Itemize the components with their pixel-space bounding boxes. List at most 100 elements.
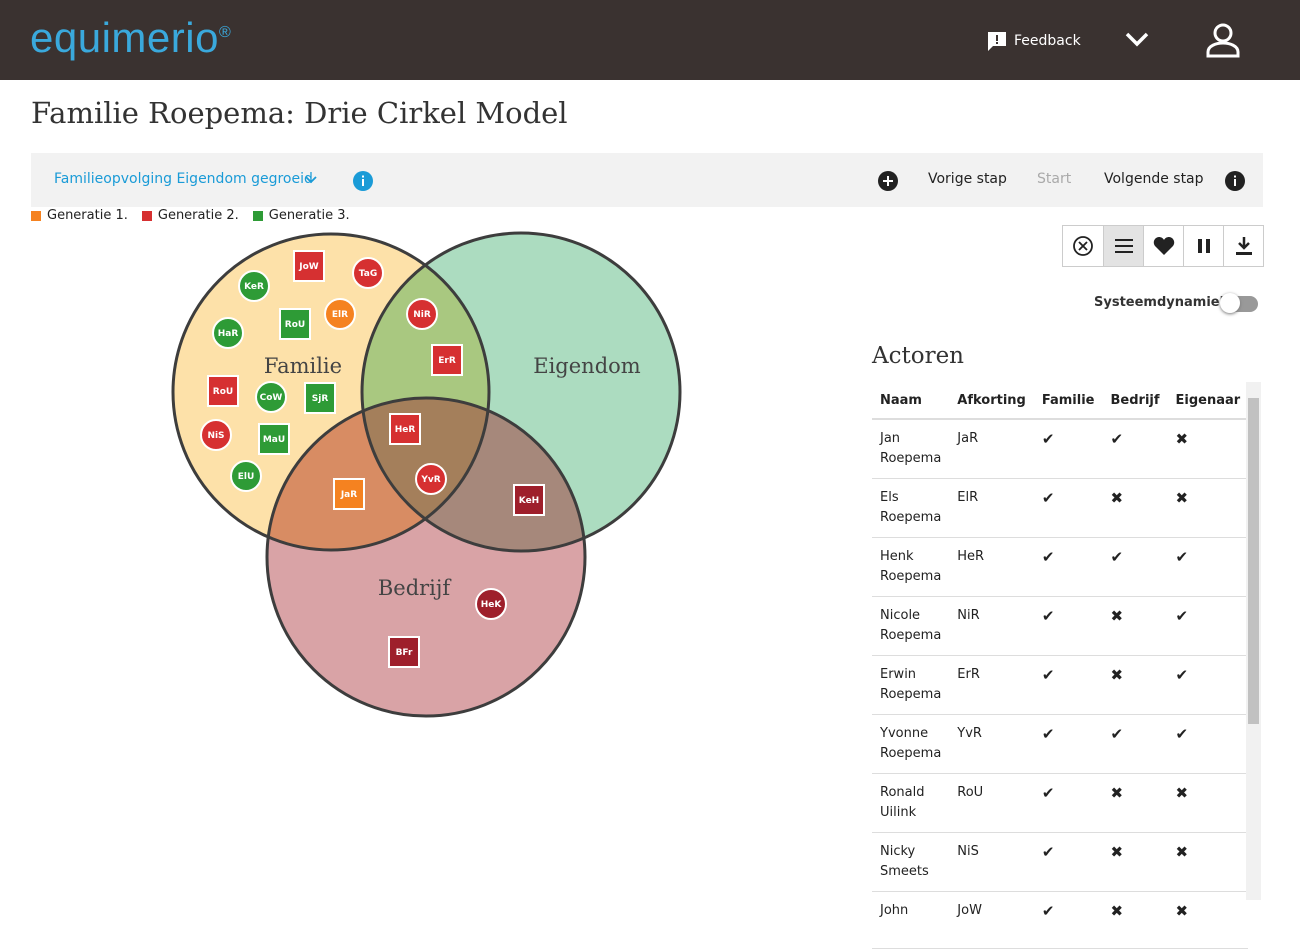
scenario-dropdown[interactable]: Familieopvolging Eigendom gegroeid <box>54 171 313 187</box>
actor-node[interactable]: JaR <box>333 478 365 510</box>
venn-label: Familie <box>264 354 342 378</box>
table-cell: JoW <box>949 891 1034 949</box>
column-header: Bedrijf <box>1102 382 1168 420</box>
table-cell: ✔ <box>1102 714 1168 774</box>
table-cell: ✖ <box>1102 596 1168 656</box>
info-icon[interactable] <box>1224 170 1246 192</box>
actor-node[interactable]: HaR <box>212 317 244 349</box>
actor-node[interactable]: HeK <box>475 588 507 620</box>
actor-node[interactable]: BFr <box>388 636 420 668</box>
actor-label: HeR <box>395 425 416 435</box>
table-cell: Erwin Roepema <box>872 655 950 715</box>
feedback-button[interactable]: Feedback <box>986 30 1081 52</box>
table-cell: ✔ <box>1033 655 1103 715</box>
actor-node[interactable]: RoU <box>279 308 311 340</box>
actor-label: NiR <box>413 310 431 320</box>
legend-item: Generatie 1. <box>31 208 128 223</box>
actor-row[interactable]: Nicole Roepema NiR ✔ ✖ ✔ <box>872 596 1249 656</box>
table-cell: ✖ <box>1102 832 1168 892</box>
actor-row[interactable]: John JoW ✔ ✖ ✖ <box>872 891 1249 949</box>
column-header: Eigenaar <box>1167 382 1249 420</box>
actor-node[interactable]: NiS <box>200 419 232 451</box>
actor-square <box>293 250 325 282</box>
actor-label: TaG <box>359 269 377 279</box>
system-dynamics-toggle[interactable] <box>1220 293 1258 313</box>
table-cell: ElR <box>949 478 1034 538</box>
actor-square <box>258 423 290 455</box>
actor-node[interactable]: SjR <box>304 382 336 414</box>
table-cell: ✔ <box>1167 596 1249 656</box>
pause-button[interactable] <box>1183 226 1223 266</box>
actor-node[interactable]: MaU <box>258 423 290 455</box>
table-cell: Yvonne Roepema <box>872 714 950 774</box>
actor-node[interactable]: CoW <box>255 381 287 413</box>
actor-circle <box>406 298 438 330</box>
dropdown-chevron[interactable] <box>304 173 318 187</box>
list-button[interactable] <box>1103 226 1143 266</box>
menu-chevron[interactable] <box>1124 28 1150 52</box>
actor-label: KeH <box>519 496 539 506</box>
actor-label: JaR <box>340 490 357 500</box>
actor-row[interactable]: Yvonne Roepema YvR ✔ ✔ ✔ <box>872 714 1249 774</box>
favorite-button[interactable] <box>1143 226 1183 266</box>
legend-swatch <box>141 210 152 221</box>
actor-square <box>304 382 336 414</box>
actor-node[interactable]: TaG <box>352 257 384 289</box>
clip-group <box>267 398 489 550</box>
legend-label: Generatie 2. <box>157 208 239 223</box>
table-cell: ✔ <box>1033 537 1103 597</box>
column-header: Familie <box>1033 382 1103 420</box>
legend-item: Generatie 2. <box>141 208 239 223</box>
actor-node[interactable]: JoW <box>293 250 325 282</box>
actor-label: RoU <box>213 387 233 397</box>
table-cell: ✔ <box>1167 537 1249 597</box>
legend-swatch <box>31 210 41 221</box>
actor-circle <box>255 381 287 413</box>
actor-row[interactable]: Jan Roepema JaR ✔ ✔ ✖ <box>872 419 1249 479</box>
column-header: Afkorting <box>949 382 1034 420</box>
clip-group <box>362 398 585 551</box>
actor-circle <box>212 317 244 349</box>
actor-node[interactable]: HeR <box>389 413 421 445</box>
actor-node[interactable]: KeH <box>513 484 545 516</box>
actor-row[interactable]: Ronald Uilink RoU ✔ ✖ ✖ <box>872 773 1249 833</box>
download-button[interactable] <box>1223 226 1263 266</box>
actor-node[interactable]: YvR <box>415 463 447 495</box>
actor-label: BFr <box>396 648 413 658</box>
venn-diagram: Familie Eigendom Bedrijf JoW TaG KeR RoU ElR Ha… <box>171 231 682 718</box>
actor-circle <box>200 419 232 451</box>
actor-row[interactable]: Erwin Roepema ErR ✔ ✖ ✔ <box>872 655 1249 715</box>
actor-label: HaR <box>218 329 239 339</box>
table-cell: RoU <box>949 773 1034 833</box>
actor-square <box>431 344 463 376</box>
actor-node[interactable]: NiR <box>406 298 438 330</box>
actor-node[interactable]: ElU <box>230 460 262 492</box>
table-cell: ✖ <box>1102 478 1168 538</box>
table-cell: ✔ <box>1033 596 1103 656</box>
user-icon[interactable] <box>1205 22 1241 60</box>
actor-circle <box>238 270 270 302</box>
actor-node[interactable]: ElR <box>324 298 356 330</box>
next-step[interactable]: Volgende stap <box>1104 171 1204 187</box>
actor-node[interactable]: ErR <box>431 344 463 376</box>
logo-text: equimerio <box>30 14 219 61</box>
actor-row[interactable]: Henk Roepema HeR ✔ ✔ ✔ <box>872 537 1249 597</box>
column-header: Naam <box>872 382 950 420</box>
info-icon[interactable] <box>352 170 374 192</box>
actor-node[interactable]: KeR <box>238 270 270 302</box>
actor-square <box>333 478 365 510</box>
table-cell: ✖ <box>1167 773 1249 833</box>
logo[interactable]: equimerio® <box>30 14 231 62</box>
add-icon[interactable] <box>877 170 899 192</box>
legend-item: Generatie 3. <box>252 208 350 223</box>
scrollbar[interactable] <box>1246 382 1261 900</box>
actor-row[interactable]: Nicky Smeets NiS ✔ ✖ ✖ <box>872 832 1249 892</box>
table-cell: NiS <box>949 832 1034 892</box>
clear-button[interactable] <box>1063 226 1103 266</box>
table-cell: ✖ <box>1102 773 1168 833</box>
actor-node[interactable]: RoU <box>207 375 239 407</box>
actor-row[interactable]: Els Roepema ElR ✔ ✖ ✖ <box>872 478 1249 538</box>
toolbar: Familieopvolging Eigendom gegroeid Vorig… <box>31 153 1263 207</box>
previous-step[interactable]: Vorige stap <box>928 171 1007 187</box>
